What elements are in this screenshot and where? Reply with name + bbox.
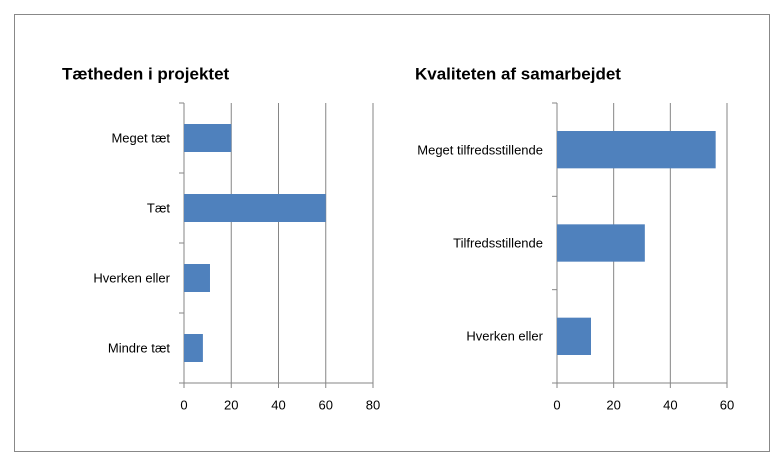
y-tick-label: Hverken eller <box>93 270 170 286</box>
x-tick-label: 0 <box>180 397 187 412</box>
x-tick-label: 80 <box>366 397 380 412</box>
x-tick-label: 60 <box>720 397 734 412</box>
y-tick-label: Mindre tæt <box>107 340 170 356</box>
x-tick-label: 60 <box>319 397 333 412</box>
x-tick-label: 40 <box>663 397 677 412</box>
x-tick-label: 20 <box>224 397 238 412</box>
bar <box>557 131 716 169</box>
y-tick-label: Tilfredsstillende <box>453 235 543 251</box>
x-tick-label: 0 <box>553 397 560 412</box>
x-tick-label: 40 <box>271 397 285 412</box>
y-tick-label: Hverken eller <box>466 328 543 344</box>
bar <box>557 224 645 262</box>
bar <box>557 317 591 355</box>
chart-title: Tætheden i projektet <box>62 64 230 83</box>
chart-title: Kvaliteten af samarbejdet <box>415 64 621 83</box>
x-tick-label: 20 <box>606 397 620 412</box>
bar <box>184 264 210 292</box>
bar <box>184 194 326 222</box>
y-tick-label: Meget tilfredsstillende <box>417 142 543 158</box>
y-tick-label: Tæt <box>146 200 170 216</box>
bar <box>184 334 203 362</box>
y-tick-label: Meget tæt <box>111 130 170 146</box>
bar <box>184 124 232 152</box>
